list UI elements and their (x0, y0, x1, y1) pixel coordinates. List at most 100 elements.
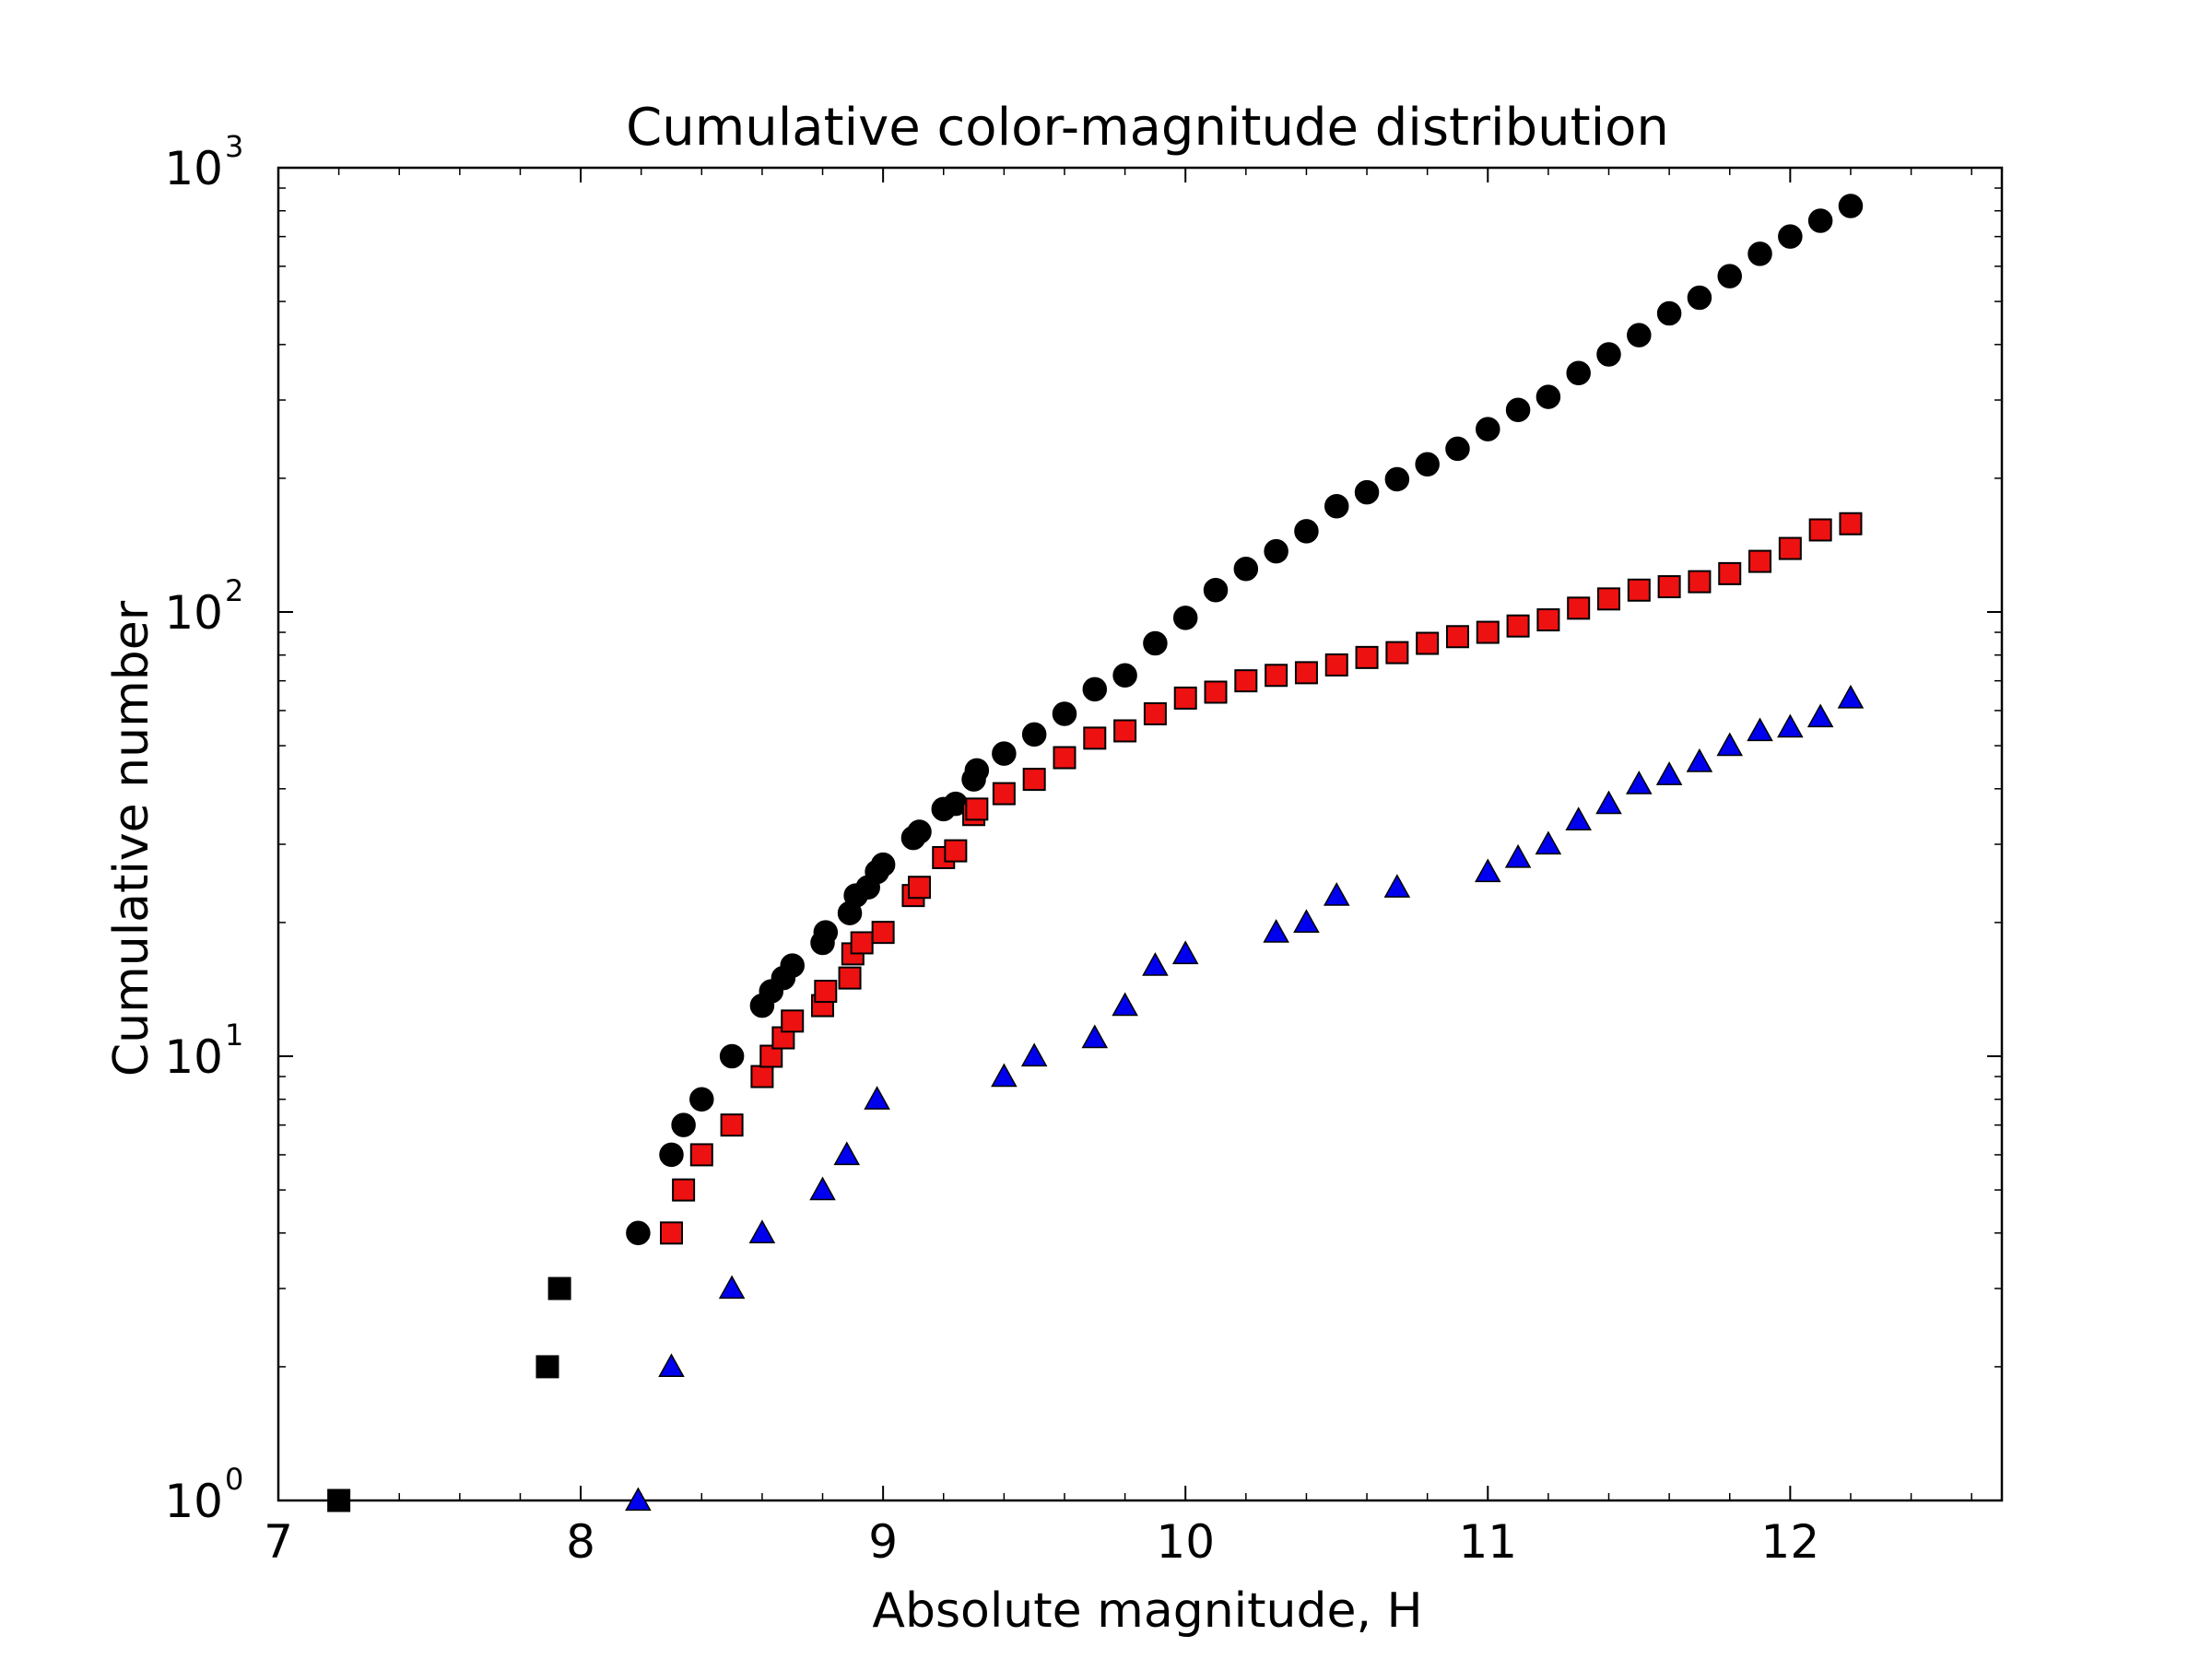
y-tick-exponent: 2 (225, 573, 243, 608)
blue-triangle-point (1655, 761, 1683, 785)
red-square-point (965, 797, 989, 821)
red-square-point (944, 839, 968, 863)
red-square-point (1445, 625, 1469, 649)
all-circle-point (689, 1087, 714, 1112)
all-circle-point (1656, 300, 1682, 326)
blue-triangle-point (1747, 717, 1773, 742)
red-square-point (1536, 608, 1560, 632)
all-circle-point (1203, 578, 1229, 603)
blue-triangle-point (833, 1141, 861, 1166)
blue-triangle-point (1171, 940, 1199, 965)
y-tick-exponent: 3 (225, 129, 243, 164)
all-circle-point (1415, 452, 1440, 477)
red-square-point (908, 876, 932, 900)
y-tick-label: 10 (164, 142, 223, 195)
all-circle-point (1596, 342, 1621, 367)
blue-triangle-point (1020, 1042, 1048, 1067)
red-square-point (1718, 561, 1742, 585)
x-tick-label: 12 (1761, 1515, 1820, 1569)
y-tick-label: 10 (164, 586, 223, 640)
all-circle-point (1172, 606, 1198, 630)
red-square-point (814, 980, 838, 1004)
red-square-point (1567, 596, 1591, 620)
blue-triangle-point (991, 1063, 1018, 1088)
red-square-point (781, 1009, 805, 1033)
red-square-point (1597, 587, 1621, 611)
all-circle-point (1082, 677, 1108, 702)
red-square-point (1294, 661, 1318, 685)
all-circle-point (780, 953, 805, 978)
chart-title: Cumulative color-magnitude distribution (626, 98, 1669, 158)
all-circle-point (1717, 264, 1742, 288)
red-square-point (1688, 570, 1712, 594)
all-circle-point (1294, 519, 1319, 544)
red-square-point (1204, 680, 1228, 704)
red-square-point (1627, 578, 1651, 602)
red-square-point (1053, 746, 1077, 770)
all-circle-point (659, 1142, 684, 1168)
markers (327, 194, 1865, 1512)
blue-triangle-point (1263, 919, 1289, 943)
x-tick-label: 9 (868, 1515, 898, 1569)
all-circle-point (1505, 397, 1531, 423)
blue-triangle-point (1777, 713, 1804, 738)
all-circle-point (1324, 494, 1349, 519)
blue-triangle-point (718, 1275, 746, 1300)
plot-area (276, 166, 2004, 1502)
red-square-point (1808, 518, 1832, 542)
plot-frame (276, 166, 2004, 1502)
all-circle-point (1445, 436, 1470, 462)
all-circle-point (1354, 479, 1380, 505)
blue-triangle-point (1716, 732, 1744, 757)
x-tick-label: 10 (1156, 1515, 1215, 1569)
all-circle-point (1747, 241, 1772, 266)
all-circle-point (1021, 722, 1047, 747)
all-circle-point (1687, 285, 1712, 311)
blue-triangle-point (1686, 748, 1713, 772)
red-square-point (1355, 645, 1379, 669)
all-circle-point (1112, 663, 1137, 688)
all-circle-point (907, 819, 932, 844)
all-circle-point (1476, 417, 1500, 441)
red-square-point (1113, 719, 1137, 743)
all-circle-point (1233, 557, 1259, 582)
red-square-point (1083, 726, 1107, 750)
red-square-point (871, 921, 895, 945)
all-circle-point (1264, 538, 1288, 564)
all-circle-point (992, 741, 1017, 766)
red-square-point (1385, 641, 1409, 665)
blue-triangle-point (1837, 684, 1865, 709)
blue-triangle-point (1595, 790, 1622, 815)
blue-triangle-point (1081, 1024, 1109, 1049)
all-circle-point (1807, 208, 1833, 233)
all-circle-point (626, 1220, 651, 1246)
red-square-point (750, 1065, 774, 1088)
red-square-point (1022, 768, 1046, 792)
y-tick-label: 10 (164, 1030, 223, 1084)
blue-triangle-point (1565, 806, 1592, 830)
red-square-point (1173, 686, 1197, 710)
red-square-point (1657, 575, 1681, 599)
x-tick-label: 11 (1458, 1515, 1517, 1569)
all-circle-point (1535, 384, 1561, 409)
red-square-point (720, 1113, 744, 1137)
red-square-point (992, 782, 1016, 806)
blue-triangle-point (1383, 874, 1411, 898)
red-square-point (672, 1178, 696, 1202)
red-square-point (850, 931, 874, 955)
all-circle-point (1566, 360, 1591, 386)
all-circle-point (719, 1043, 745, 1069)
red-square-point (1416, 631, 1440, 655)
blue-triangle-point (1626, 771, 1653, 794)
red-square-point (1506, 614, 1530, 638)
red-square-point (659, 1221, 683, 1245)
blue-triangle-point (625, 1487, 652, 1512)
all-circle-point (1778, 224, 1803, 249)
red-square-point (1476, 620, 1500, 644)
red-square-point (1143, 701, 1167, 725)
black-square-square-point (547, 1277, 571, 1300)
blue-triangle-point (748, 1219, 776, 1243)
blue-triangle-point (1323, 882, 1350, 906)
blue-triangle-point (1806, 703, 1834, 728)
